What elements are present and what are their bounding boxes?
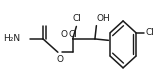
Text: Cl: Cl [73, 14, 82, 23]
Text: O: O [56, 55, 63, 64]
Text: O: O [60, 30, 68, 39]
Text: Cl: Cl [145, 28, 154, 37]
Text: OH: OH [97, 14, 111, 23]
Text: Cl: Cl [69, 30, 78, 39]
Text: H₂N: H₂N [3, 34, 20, 43]
